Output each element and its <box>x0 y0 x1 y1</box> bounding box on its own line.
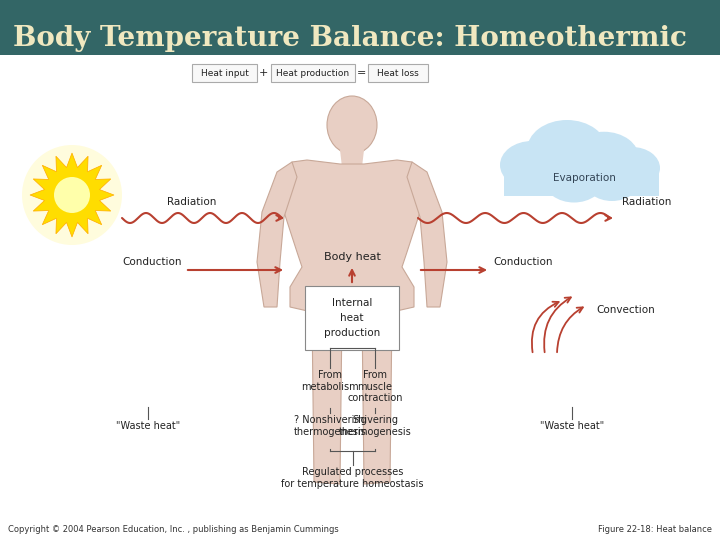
Text: production: production <box>324 328 380 338</box>
Text: "Waste heat": "Waste heat" <box>116 421 180 431</box>
Ellipse shape <box>584 159 640 201</box>
Ellipse shape <box>327 96 377 154</box>
Polygon shape <box>284 160 420 484</box>
Text: Heat input: Heat input <box>201 69 248 78</box>
Text: From
metabolism: From metabolism <box>301 370 359 392</box>
Ellipse shape <box>527 120 607 180</box>
Text: Radiation: Radiation <box>167 197 217 207</box>
Text: for temperature homeostasis: for temperature homeostasis <box>282 479 424 489</box>
Text: From
muscle
contraction: From muscle contraction <box>347 370 402 403</box>
Text: Regulated processes: Regulated processes <box>302 467 403 477</box>
Bar <box>504 168 659 196</box>
Text: Heat production: Heat production <box>276 69 350 78</box>
Text: Copyright © 2004 Pearson Education, Inc. , publishing as Benjamin Cummings: Copyright © 2004 Pearson Education, Inc.… <box>8 525 338 534</box>
Text: ? Nonshivering
thermogenesis: ? Nonshivering thermogenesis <box>294 415 366 437</box>
Ellipse shape <box>604 147 660 189</box>
Text: Body heat: Body heat <box>323 252 380 262</box>
Text: Conduction: Conduction <box>122 257 182 267</box>
Polygon shape <box>407 162 447 307</box>
FancyBboxPatch shape <box>305 286 399 350</box>
Bar <box>0 0 720 55</box>
Ellipse shape <box>544 158 604 202</box>
Ellipse shape <box>500 141 564 189</box>
Text: Figure 22-18: Heat balance: Figure 22-18: Heat balance <box>598 525 712 534</box>
FancyBboxPatch shape <box>271 64 355 82</box>
Text: Conduction: Conduction <box>493 257 552 267</box>
Circle shape <box>22 145 122 245</box>
Text: Internal: Internal <box>332 298 372 308</box>
Text: heat: heat <box>341 313 364 323</box>
Polygon shape <box>340 150 364 167</box>
Ellipse shape <box>569 132 639 184</box>
Text: Convection: Convection <box>596 305 654 315</box>
Text: Heat loss: Heat loss <box>377 69 419 78</box>
Polygon shape <box>30 153 114 237</box>
FancyBboxPatch shape <box>192 64 257 82</box>
Text: "Waste heat": "Waste heat" <box>540 421 604 431</box>
Text: Evaporation: Evaporation <box>552 173 616 183</box>
Text: =: = <box>356 68 366 78</box>
Polygon shape <box>257 162 297 307</box>
FancyBboxPatch shape <box>368 64 428 82</box>
Circle shape <box>54 177 90 213</box>
Text: Shivering
thermogenesis: Shivering thermogenesis <box>338 415 411 437</box>
Text: Body Temperature Balance: Homeothermic: Body Temperature Balance: Homeothermic <box>13 24 687 51</box>
Text: +: + <box>258 68 268 78</box>
Text: Radiation: Radiation <box>622 197 671 207</box>
